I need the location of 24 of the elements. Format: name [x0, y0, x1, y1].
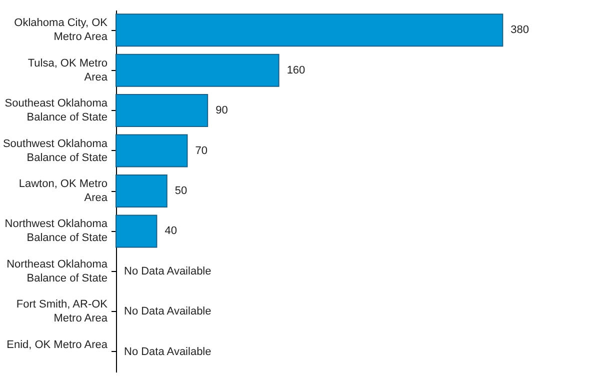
bar	[116, 174, 168, 208]
bar	[116, 14, 504, 47]
text: No Data Available	[124, 265, 212, 278]
data-label: 380	[510, 24, 530, 36]
bar	[116, 94, 208, 128]
y-tick-label: Oklahoma City, OK Metro Area	[14, 17, 108, 44]
y-tick-label: Northeast Oklahoma Balance of State	[6, 258, 108, 284]
bar	[116, 54, 280, 87]
y-tick-label: Southeast Oklahoma Balance of State	[4, 98, 108, 124]
data-label: 160	[286, 64, 306, 76]
y-tick-label: Northwest Oklahoma Balance of State	[4, 218, 108, 244]
y-tick-label: Lawton, OK Metro Area	[18, 178, 108, 204]
y-tick-label: Fort Smith, AR-OK Metro Area	[16, 298, 108, 325]
data-label: 90	[216, 104, 228, 117]
bar	[116, 214, 158, 248]
y-tick-label: Southwest Oklahoma Balance of State	[2, 138, 108, 164]
bar	[116, 134, 188, 168]
data-label: 70	[195, 144, 208, 157]
y-tick-label: Tulsa, OK Metro Area	[28, 57, 108, 84]
data-label: 40	[164, 225, 177, 238]
y-tick-label: Enid, OK Metro Area	[6, 338, 108, 351]
text: No Data Available	[124, 306, 212, 318]
text: No Data Available	[124, 346, 212, 358]
data-label: 50	[174, 185, 188, 197]
